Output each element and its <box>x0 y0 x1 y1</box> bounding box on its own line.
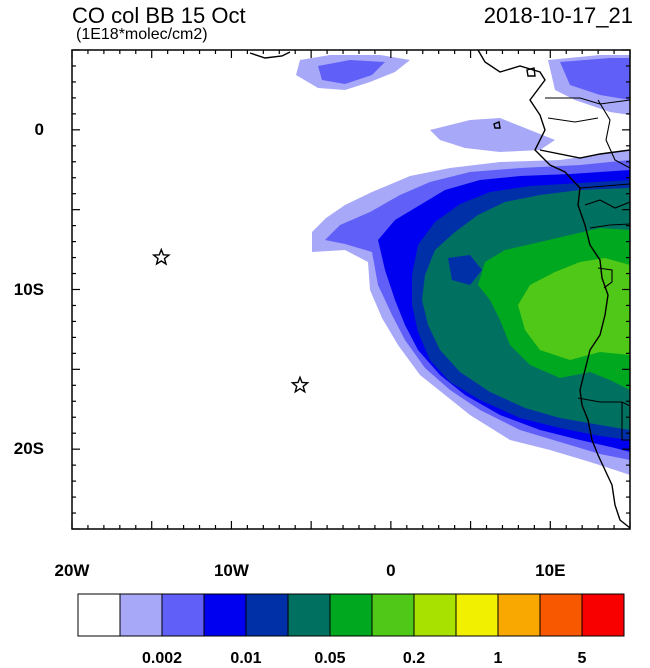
plume-north-4 <box>318 60 385 84</box>
colorbar-box <box>287 593 331 637</box>
colorbar-box <box>455 593 499 637</box>
lon-label-10w: 10W <box>213 561 249 580</box>
colorbar-box <box>581 593 625 637</box>
lat-label-20s: 20S <box>13 439 44 459</box>
plume-level-7 <box>518 258 630 360</box>
datetime-label: 2018-10-17_21 <box>483 3 633 28</box>
colorbar-box <box>413 593 457 637</box>
cb-label-0.01: 0.01 <box>230 650 262 667</box>
colorbar-box <box>329 593 373 637</box>
border-8 <box>577 397 630 407</box>
units-label: (1E18*molec/cm2) <box>76 26 208 43</box>
plume-north-5 <box>560 58 630 100</box>
lon-label-10e: 10E <box>535 561 566 580</box>
border-9 <box>621 402 630 441</box>
star-marker <box>151 247 171 266</box>
gulf-coast <box>539 149 630 159</box>
lat-label-0: 0 <box>34 119 44 139</box>
colorbar-box <box>161 593 205 637</box>
colorbar-box <box>77 593 121 637</box>
colorbar <box>77 593 625 637</box>
lon-label-0: 0 <box>386 561 396 580</box>
island-sao-tome <box>493 121 501 129</box>
cb-label-0.05: 0.05 <box>314 650 346 667</box>
lat-label-10s: 10S <box>13 279 44 299</box>
border-5 <box>584 199 630 209</box>
colorbar-box <box>245 593 289 637</box>
border-1 <box>545 97 630 105</box>
cb-label-0.2: 0.2 <box>402 650 426 667</box>
colorbar-box <box>371 593 415 637</box>
site-markers <box>151 247 310 394</box>
border-3 <box>597 99 630 169</box>
cb-label-0.002: 0.002 <box>141 650 183 667</box>
border-6 <box>589 223 630 229</box>
lon-label-20w: 20W <box>54 561 90 580</box>
colorbar-box <box>497 593 541 637</box>
colorbar-box <box>203 593 247 637</box>
africa-coast <box>477 50 630 529</box>
island-bioko <box>526 67 536 77</box>
coastline <box>249 50 630 529</box>
plume-north-2 <box>430 118 555 152</box>
border-4 <box>579 183 630 189</box>
north-island <box>249 51 291 59</box>
border-7 <box>597 267 613 289</box>
co-plume-field <box>296 55 630 475</box>
plume-hole-1 <box>448 255 482 285</box>
colorbar-box <box>119 593 163 637</box>
axis-ticks <box>71 49 631 530</box>
star-marker <box>290 375 310 394</box>
map-title: CO col BB 15 Oct <box>72 3 246 28</box>
border-2 <box>547 117 599 123</box>
colorbar-box <box>539 593 583 637</box>
cb-label-5: 5 <box>577 650 587 667</box>
country-borders <box>545 97 630 441</box>
cb-label-1: 1 <box>493 650 503 667</box>
